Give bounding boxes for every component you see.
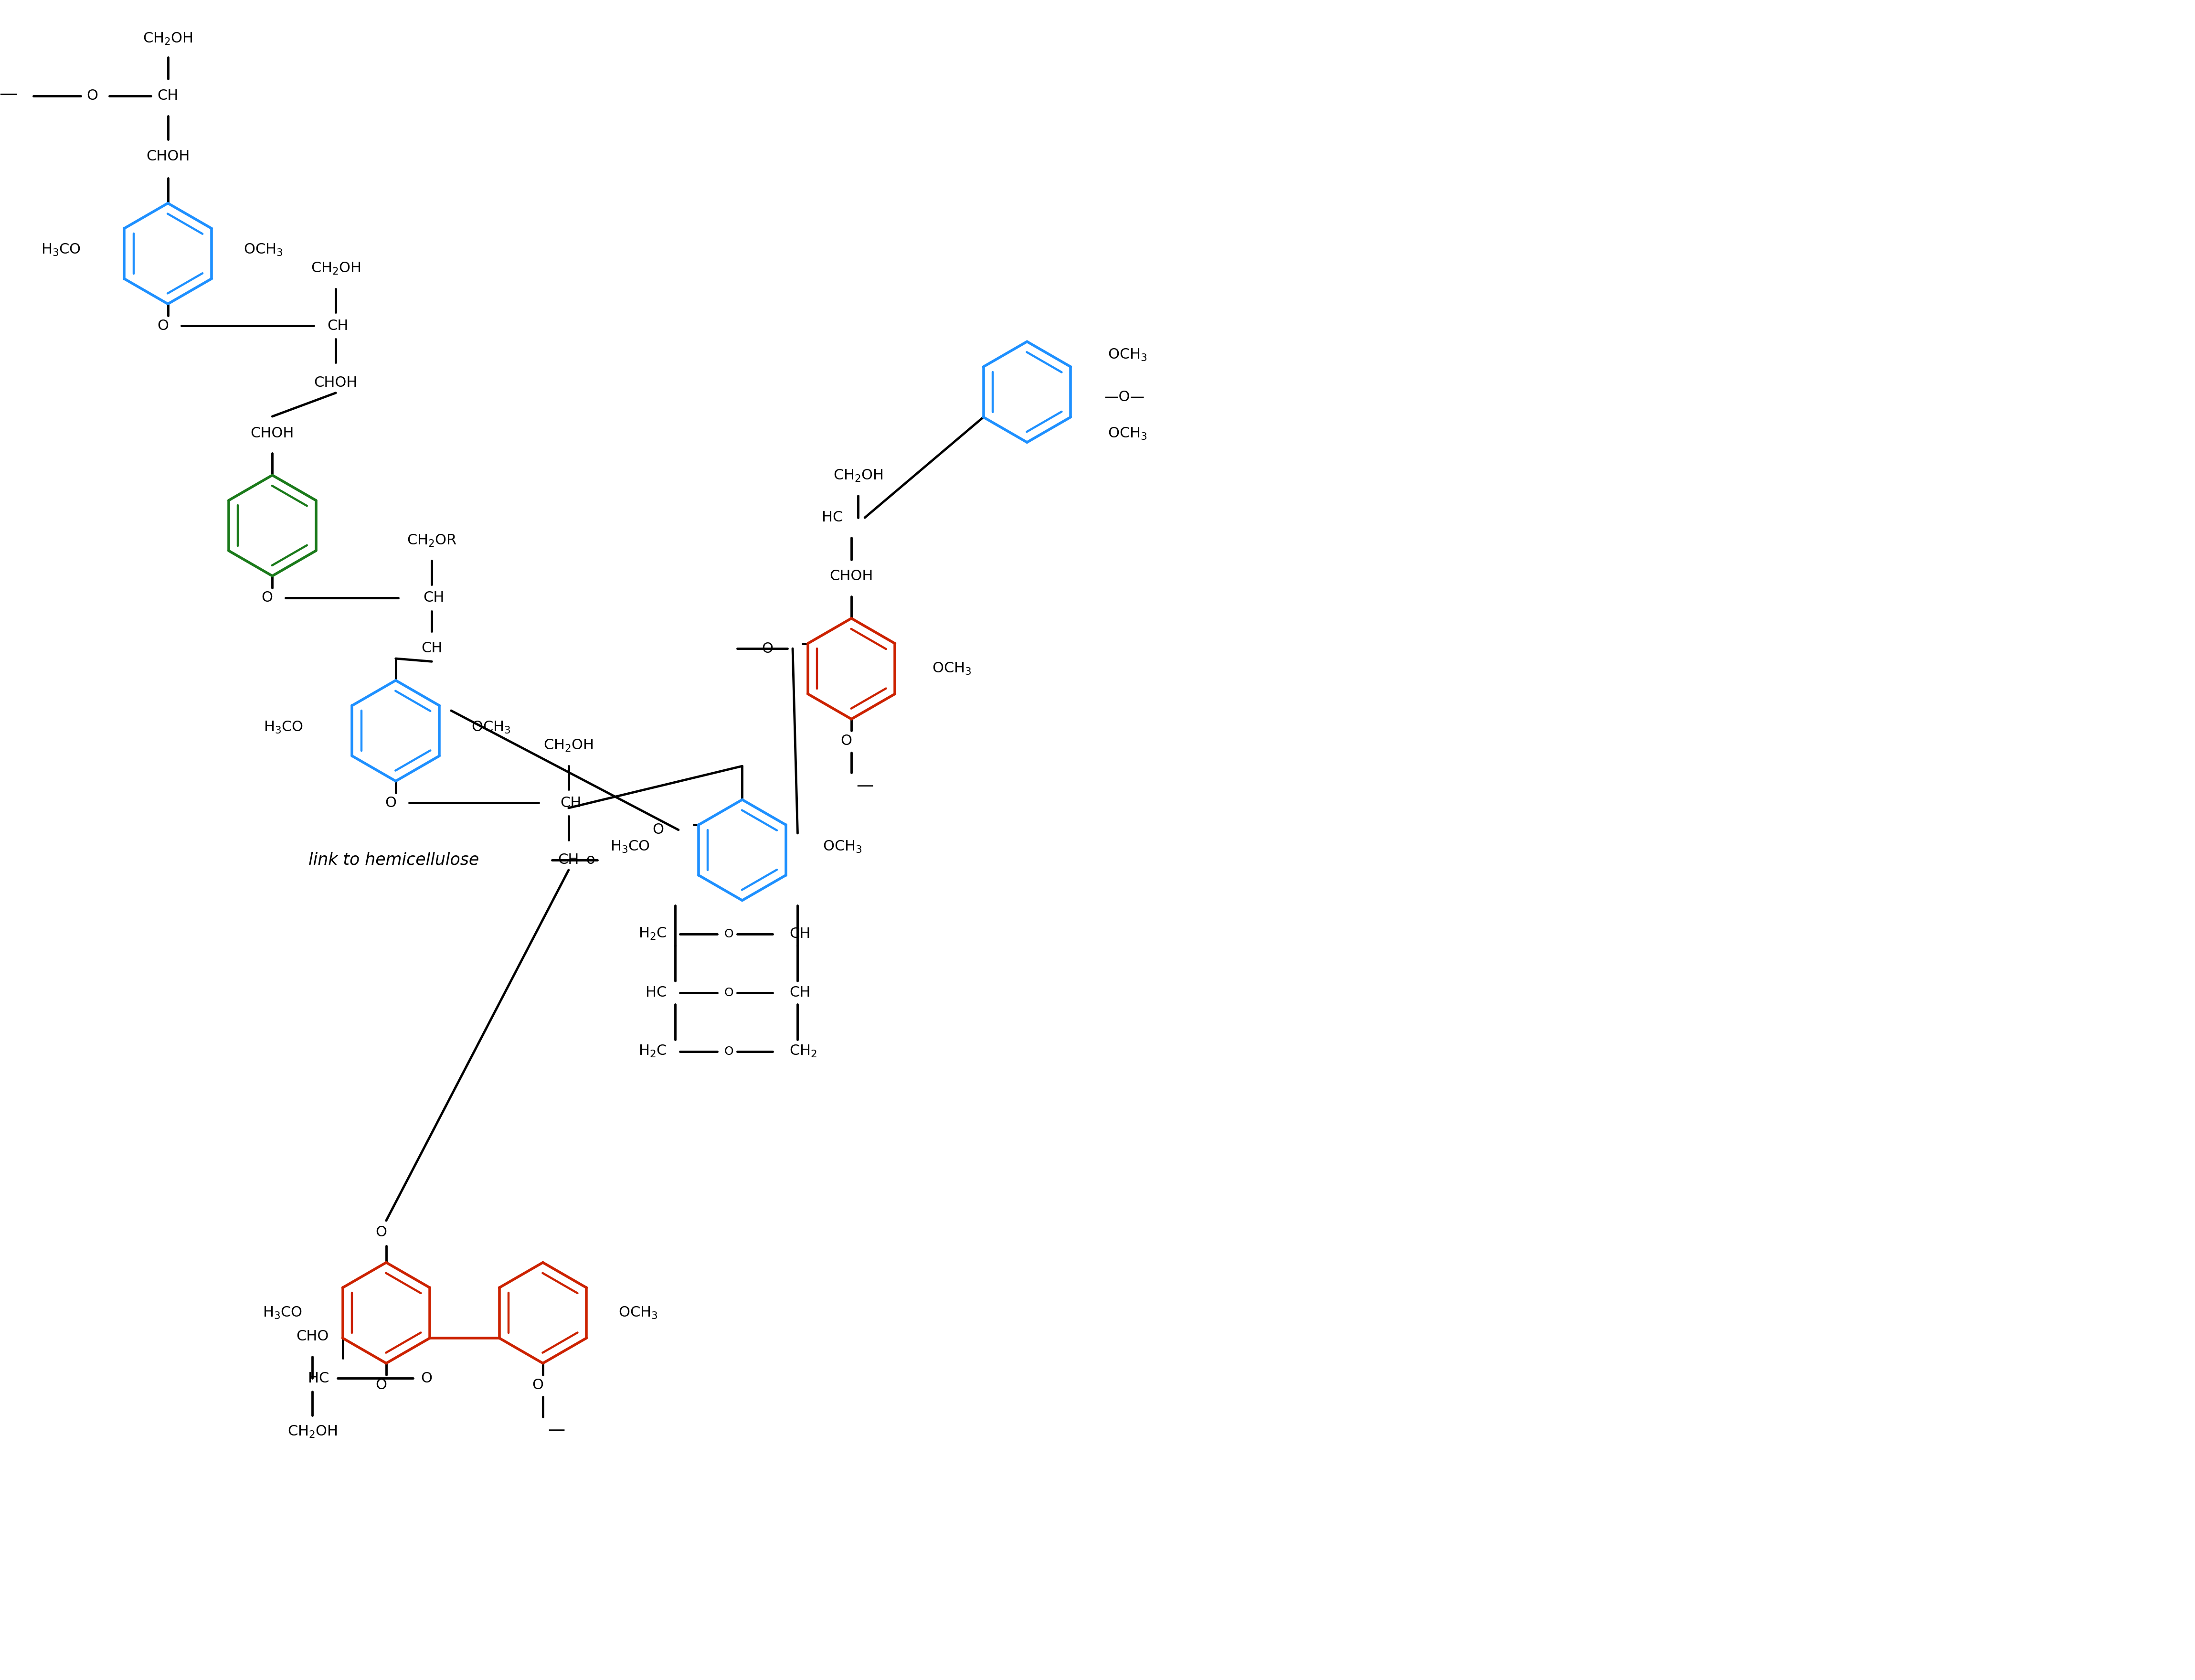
Text: O: O	[724, 986, 733, 998]
Text: O: O	[421, 1371, 432, 1386]
Text: CHOH: CHOH	[830, 570, 874, 583]
Text: O: O	[158, 319, 169, 333]
Text: —: —	[0, 86, 18, 102]
Text: —O—: —O—	[1104, 390, 1146, 403]
Text: HC: HC	[307, 1371, 329, 1386]
Text: O: O	[762, 642, 773, 655]
Text: CH$_2$OH: CH$_2$OH	[143, 32, 193, 45]
Text: OCH$_3$: OCH$_3$	[619, 1305, 658, 1320]
Text: —: —	[856, 778, 874, 795]
Text: CH: CH	[558, 853, 579, 867]
Text: H$_3$CO: H$_3$CO	[263, 1305, 303, 1320]
Text: OCH$_3$: OCH$_3$	[933, 662, 972, 675]
Text: CHOH: CHOH	[147, 150, 189, 163]
Text: CH$_2$OH: CH$_2$OH	[288, 1425, 338, 1440]
Text: o: o	[586, 853, 595, 867]
Text: CH$_2$OH: CH$_2$OH	[834, 469, 882, 484]
Text: O: O	[841, 734, 852, 748]
Text: —: —	[549, 1423, 564, 1438]
Text: CH$_2$OH: CH$_2$OH	[544, 739, 593, 753]
Text: CHOH: CHOH	[250, 427, 294, 440]
Text: CH$_2$OR: CH$_2$OR	[406, 533, 457, 548]
Text: H$_3$CO: H$_3$CO	[610, 840, 650, 853]
Text: O: O	[86, 89, 99, 102]
Text: HC: HC	[821, 511, 843, 524]
Text: O: O	[261, 591, 272, 605]
Text: O: O	[384, 796, 397, 810]
Text: CH: CH	[421, 642, 443, 655]
Text: O: O	[531, 1378, 544, 1393]
Text: CH: CH	[790, 986, 810, 1000]
Text: CH: CH	[158, 89, 178, 102]
Text: CH: CH	[790, 927, 810, 941]
Text: H$_2$C: H$_2$C	[639, 1043, 667, 1058]
Text: CH: CH	[327, 319, 349, 333]
Text: CH: CH	[560, 796, 582, 810]
Text: HC: HC	[645, 986, 667, 1000]
Text: OCH$_3$: OCH$_3$	[244, 244, 283, 257]
Text: OCH$_3$: OCH$_3$	[1108, 348, 1148, 363]
Text: O: O	[724, 929, 733, 939]
Text: CHO: CHO	[296, 1329, 329, 1344]
Text: CHOH: CHOH	[314, 376, 358, 390]
Text: OCH$_3$: OCH$_3$	[472, 721, 511, 734]
Text: H$_2$C: H$_2$C	[639, 927, 667, 941]
Text: CH$_2$OH: CH$_2$OH	[312, 262, 360, 276]
Text: O: O	[652, 823, 665, 837]
Text: O: O	[375, 1378, 386, 1393]
Text: O: O	[375, 1225, 386, 1240]
Text: CH$_2$: CH$_2$	[790, 1043, 817, 1058]
Text: link to hemicellulose: link to hemicellulose	[309, 852, 479, 869]
Text: OCH$_3$: OCH$_3$	[823, 840, 863, 853]
Text: H$_3$CO: H$_3$CO	[263, 721, 303, 734]
Text: O: O	[724, 1045, 733, 1057]
Text: CH: CH	[424, 591, 446, 605]
Text: OCH$_3$: OCH$_3$	[1108, 427, 1148, 442]
Text: H$_3$CO: H$_3$CO	[42, 244, 81, 257]
